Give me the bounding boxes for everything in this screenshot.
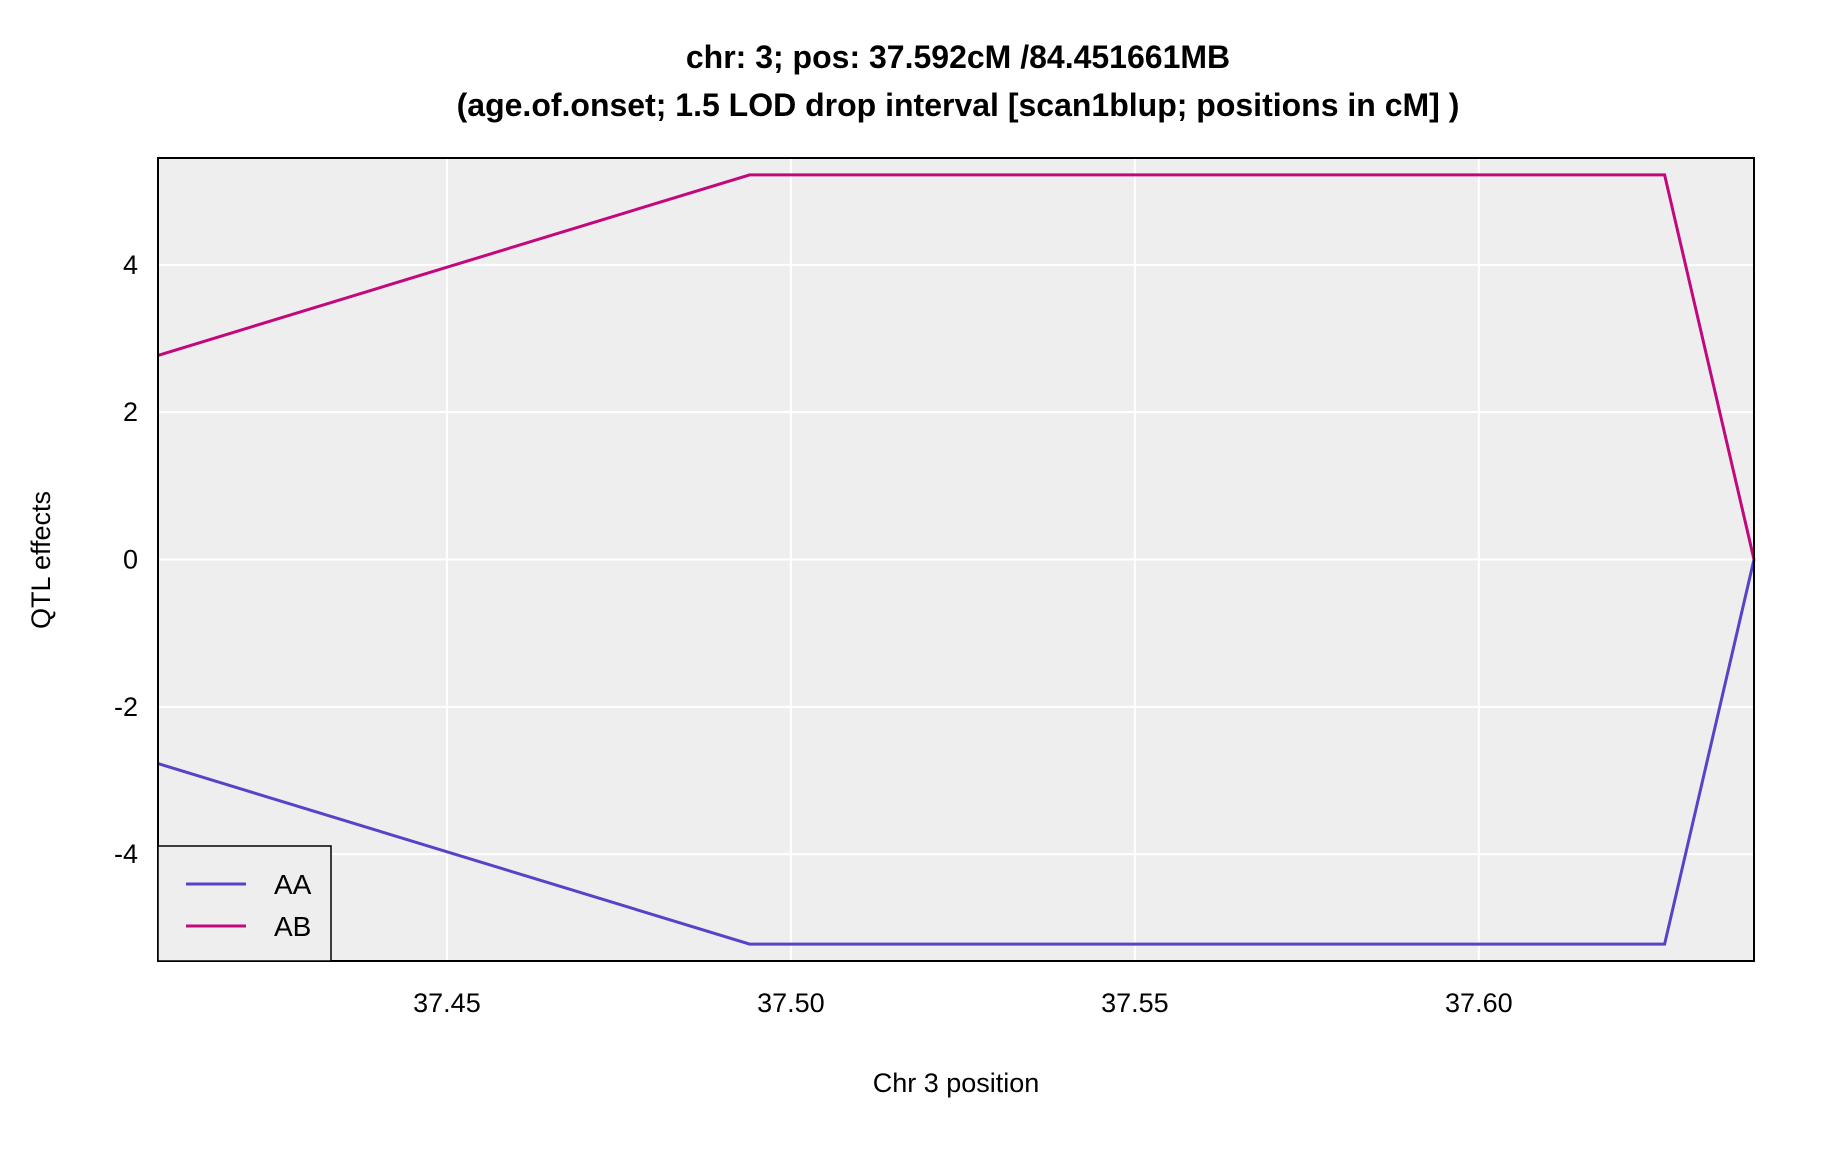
x-axis-ticks: 37.45 37.50 37.55 37.60 <box>413 988 1512 1018</box>
legend-label-ab: AB <box>274 911 311 942</box>
y-tick-label: -4 <box>114 839 138 869</box>
x-axis-label: Chr 3 position <box>873 1068 1040 1098</box>
x-tick-label: 37.55 <box>1101 988 1169 1018</box>
y-tick-label: 4 <box>123 250 138 280</box>
y-tick-label: -2 <box>114 692 138 722</box>
chart-title-line-1: chr: 3; pos: 37.592cM /84.451661MB <box>686 39 1230 75</box>
plot-frame <box>157 157 1755 962</box>
grid-lines <box>158 158 1754 961</box>
x-tick-label: 37.60 <box>1445 988 1513 1018</box>
legend-box <box>157 845 332 962</box>
legend-label-aa: AA <box>274 869 312 900</box>
series-layer <box>157 173 1756 946</box>
x-tick-label: 37.50 <box>757 988 825 1018</box>
series-line-ab <box>157 173 1756 560</box>
chart-title-line-2: (age.of.onset; 1.5 LOD drop interval [sc… <box>457 87 1460 123</box>
series-line-aa <box>157 559 1756 946</box>
y-axis-label: QTL effects <box>26 491 56 629</box>
y-tick-label: 2 <box>123 397 138 427</box>
x-tick-label: 37.45 <box>413 988 481 1018</box>
y-tick-label: 0 <box>123 545 138 575</box>
y-axis-ticks: -4 -2 0 2 4 <box>114 250 138 869</box>
legend: AA AB <box>157 845 332 962</box>
